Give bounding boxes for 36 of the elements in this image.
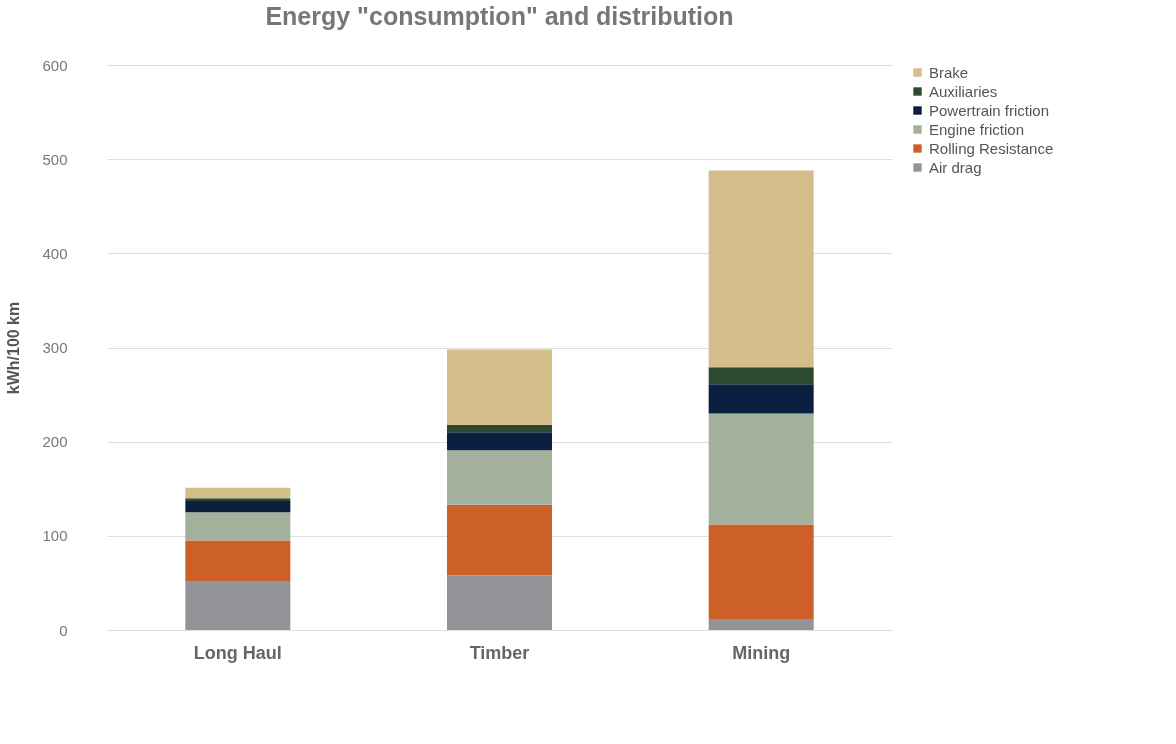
y-tick-label: 600 bbox=[42, 56, 68, 74]
bar bbox=[447, 424, 552, 433]
bar bbox=[185, 512, 291, 541]
bar bbox=[185, 581, 291, 630]
bar bbox=[447, 432, 552, 451]
bar bbox=[708, 384, 814, 414]
bar bbox=[447, 450, 552, 505]
legend-label: Powertrain friction bbox=[929, 101, 1050, 119]
y-tick-label: 0 bbox=[59, 621, 68, 639]
x-tick-label: Long Haul bbox=[193, 642, 282, 663]
legend-label: Brake bbox=[929, 63, 969, 81]
legend-label: Auxiliaries bbox=[929, 82, 998, 100]
bar bbox=[708, 524, 814, 620]
y-tick-label: 400 bbox=[42, 244, 68, 262]
bar bbox=[447, 575, 552, 630]
bar bbox=[708, 413, 814, 525]
chart-title: Energy "consumption" and distribution bbox=[265, 2, 734, 30]
y-axis-title: kWh/100 km bbox=[5, 301, 23, 395]
bar bbox=[185, 540, 291, 582]
bar bbox=[708, 619, 814, 630]
bar bbox=[185, 487, 291, 499]
bar bbox=[185, 498, 291, 501]
legend-label: Engine friction bbox=[929, 120, 1025, 138]
x-tick-label: Mining bbox=[732, 642, 791, 663]
y-tick-label: 500 bbox=[42, 150, 68, 168]
x-tick-label: Timber bbox=[469, 642, 530, 663]
bar bbox=[447, 349, 552, 425]
bar bbox=[447, 504, 552, 576]
y-tick-label: 200 bbox=[42, 433, 68, 451]
legend-label: Rolling Resistance bbox=[929, 139, 1054, 157]
y-tick-label: 300 bbox=[42, 339, 68, 356]
bar bbox=[708, 170, 814, 368]
bar bbox=[185, 500, 291, 513]
bar bbox=[708, 367, 814, 385]
y-tick-label: 100 bbox=[42, 527, 68, 545]
legend-label: Air drag bbox=[929, 158, 982, 176]
